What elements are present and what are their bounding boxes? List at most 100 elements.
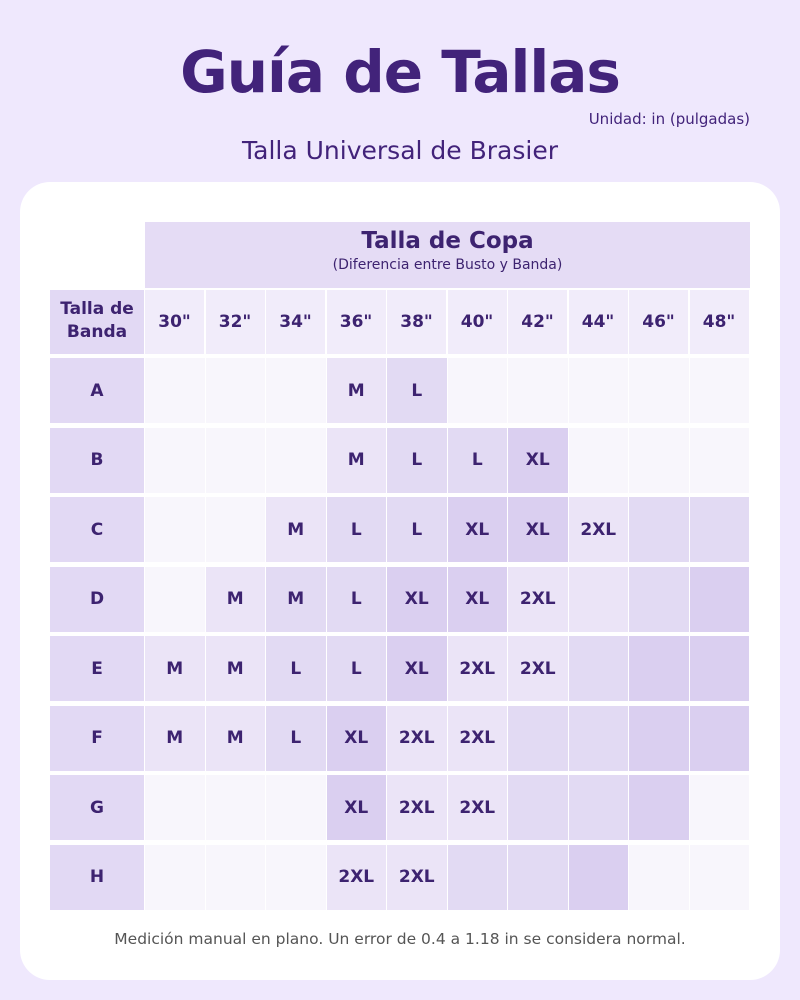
cup-size-header: Talla de Copa (Diferencia entre Busto y … (145, 222, 750, 288)
size-cell (629, 705, 689, 771)
cup-header-title: Talla de Copa (361, 228, 534, 254)
size-cell: L (447, 427, 507, 493)
size-cell (689, 497, 749, 562)
row-label: A (50, 358, 144, 423)
size-cell (629, 775, 689, 840)
size-cell (145, 775, 205, 840)
size-cell: L (326, 497, 386, 562)
subtitle: Talla Universal de Brasier (242, 136, 558, 165)
size-cell (145, 427, 205, 493)
size-cell: L (387, 358, 447, 423)
size-cell: M (145, 705, 205, 771)
size-cell: M (266, 566, 326, 632)
size-cell (689, 705, 749, 771)
column-header: 38" (387, 290, 446, 354)
unit-label: Unidad: in (pulgadas) (588, 110, 750, 128)
size-cell (689, 844, 749, 910)
size-cell (205, 358, 265, 423)
size-cell (205, 427, 265, 493)
size-cell (629, 636, 689, 701)
size-cell (568, 566, 628, 632)
size-cell: 2XL (508, 566, 568, 632)
column-header: 32" (205, 290, 265, 354)
size-cell (266, 844, 326, 910)
size-cell: M (266, 497, 326, 562)
size-cell (266, 775, 326, 840)
size-cell (568, 427, 628, 493)
size-cell: M (205, 705, 265, 771)
row-label: E (50, 636, 144, 701)
size-cell: 2XL (387, 844, 447, 910)
size-cell: 2XL (568, 497, 628, 562)
size-cell: XL (387, 566, 447, 632)
size-cell (145, 844, 205, 910)
cup-header-subtitle: (Diferencia entre Busto y Banda) (332, 257, 563, 273)
size-cell: M (205, 566, 265, 632)
size-cell (689, 566, 749, 632)
size-cell (145, 358, 205, 423)
size-cell (568, 636, 628, 701)
size-cell (629, 566, 689, 632)
size-cell: XL (387, 636, 447, 701)
size-cell (508, 775, 568, 840)
size-cell (447, 358, 507, 423)
row-label: H (50, 844, 144, 910)
size-cell: XL (326, 705, 386, 771)
row-label: G (50, 775, 144, 840)
column-header: 36" (326, 290, 386, 354)
footnote: Medición manual en plano. Un error de 0.… (114, 930, 686, 948)
size-cell (266, 358, 326, 423)
row-label: D (50, 566, 144, 632)
size-cell (689, 775, 749, 840)
size-cell (629, 497, 689, 562)
size-cell: 2XL (447, 775, 507, 840)
size-cell (205, 844, 265, 910)
size-cell (689, 358, 749, 423)
size-cell (629, 427, 689, 493)
size-cell: M (145, 636, 205, 701)
size-cell: M (326, 358, 386, 423)
size-cell (145, 497, 205, 562)
size-cell (205, 775, 265, 840)
column-header: 30" (145, 290, 204, 354)
size-cell: L (266, 636, 326, 701)
size-cell (568, 358, 628, 423)
size-cell (205, 497, 265, 562)
size-cell (629, 358, 689, 423)
row-label: C (50, 497, 144, 562)
size-cell: M (326, 427, 386, 493)
size-cell (508, 844, 568, 910)
size-cell: 2XL (508, 636, 568, 701)
size-cell (629, 844, 689, 910)
row-label: F (50, 705, 144, 771)
size-cell: XL (447, 497, 507, 562)
size-cell: 2XL (387, 705, 447, 771)
column-header: 42" (508, 290, 567, 354)
column-header: 46" (629, 290, 688, 354)
size-cell (689, 427, 749, 493)
size-cell (568, 775, 628, 840)
size-cell: L (387, 427, 447, 493)
size-cell: XL (447, 566, 507, 632)
band-size-header: Talla de Banda (50, 290, 144, 354)
size-cell (689, 636, 749, 701)
size-cell: 2XL (447, 636, 507, 701)
size-cell: 2XL (387, 775, 447, 840)
size-cell (568, 705, 628, 771)
row-label: B (50, 427, 144, 493)
size-cell: M (205, 636, 265, 701)
size-cell: L (326, 636, 386, 701)
size-cell (568, 844, 628, 910)
size-cell (508, 358, 568, 423)
size-cell: L (326, 566, 386, 632)
size-cell: 2XL (447, 705, 507, 771)
size-cell: XL (508, 497, 568, 562)
size-cell: L (266, 705, 326, 771)
page-title: Guía de Tallas (180, 38, 621, 106)
column-header: 40" (447, 290, 507, 354)
size-cell: XL (508, 427, 568, 493)
size-cell (508, 705, 568, 771)
size-cell (447, 844, 507, 910)
column-header: 34" (266, 290, 325, 354)
size-cell: XL (326, 775, 386, 840)
